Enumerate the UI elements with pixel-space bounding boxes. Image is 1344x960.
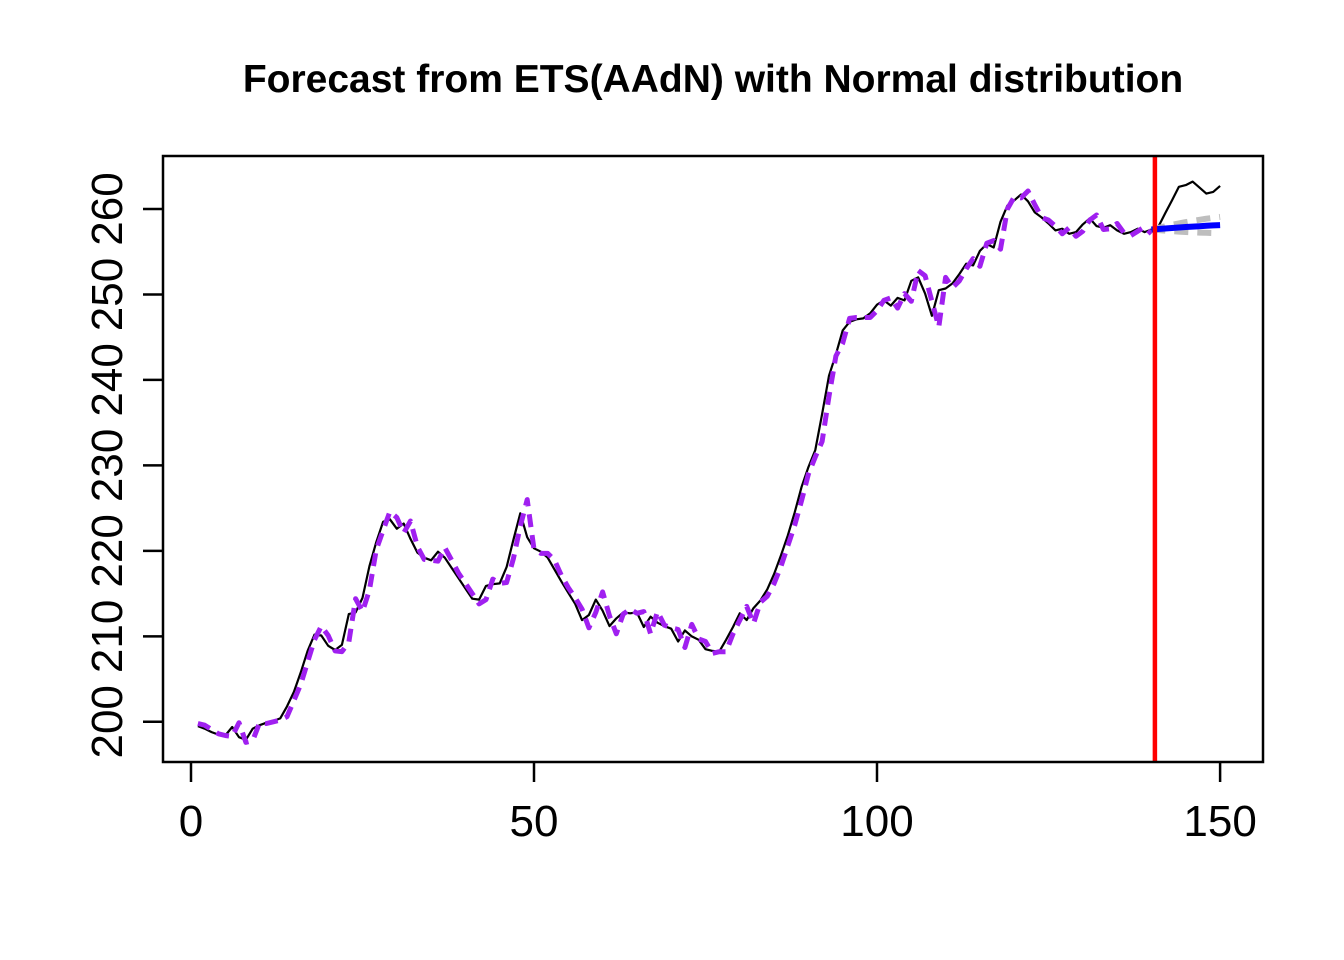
y-tick-label: 210 [83, 600, 132, 673]
plot-border [161, 154, 1265, 764]
y-tick-label: 200 [83, 685, 132, 758]
x-tick-label: 100 [840, 797, 913, 846]
y-tick-label: 260 [83, 172, 132, 245]
y-tick-label: 240 [83, 343, 132, 416]
x-tick-label: 150 [1183, 797, 1256, 846]
x-axis: 0 50 100 150 [179, 762, 1257, 846]
y-tick-label: 250 [83, 258, 132, 331]
actuals-line [197, 180, 1221, 741]
y-axis: 200 210 220 230 240 250 260 [83, 172, 163, 759]
x-tick-label: 0 [179, 797, 203, 846]
y-tick-label: 220 [83, 514, 132, 587]
y-tick-label: 230 [83, 429, 132, 502]
point-forecast-line [1151, 222, 1221, 233]
series-group [197, 180, 1221, 745]
chart-title: Forecast from ETS(AAdN) with Normal dist… [243, 58, 1183, 101]
fitted-line [197, 188, 1154, 745]
x-tick-label: 50 [510, 797, 559, 846]
